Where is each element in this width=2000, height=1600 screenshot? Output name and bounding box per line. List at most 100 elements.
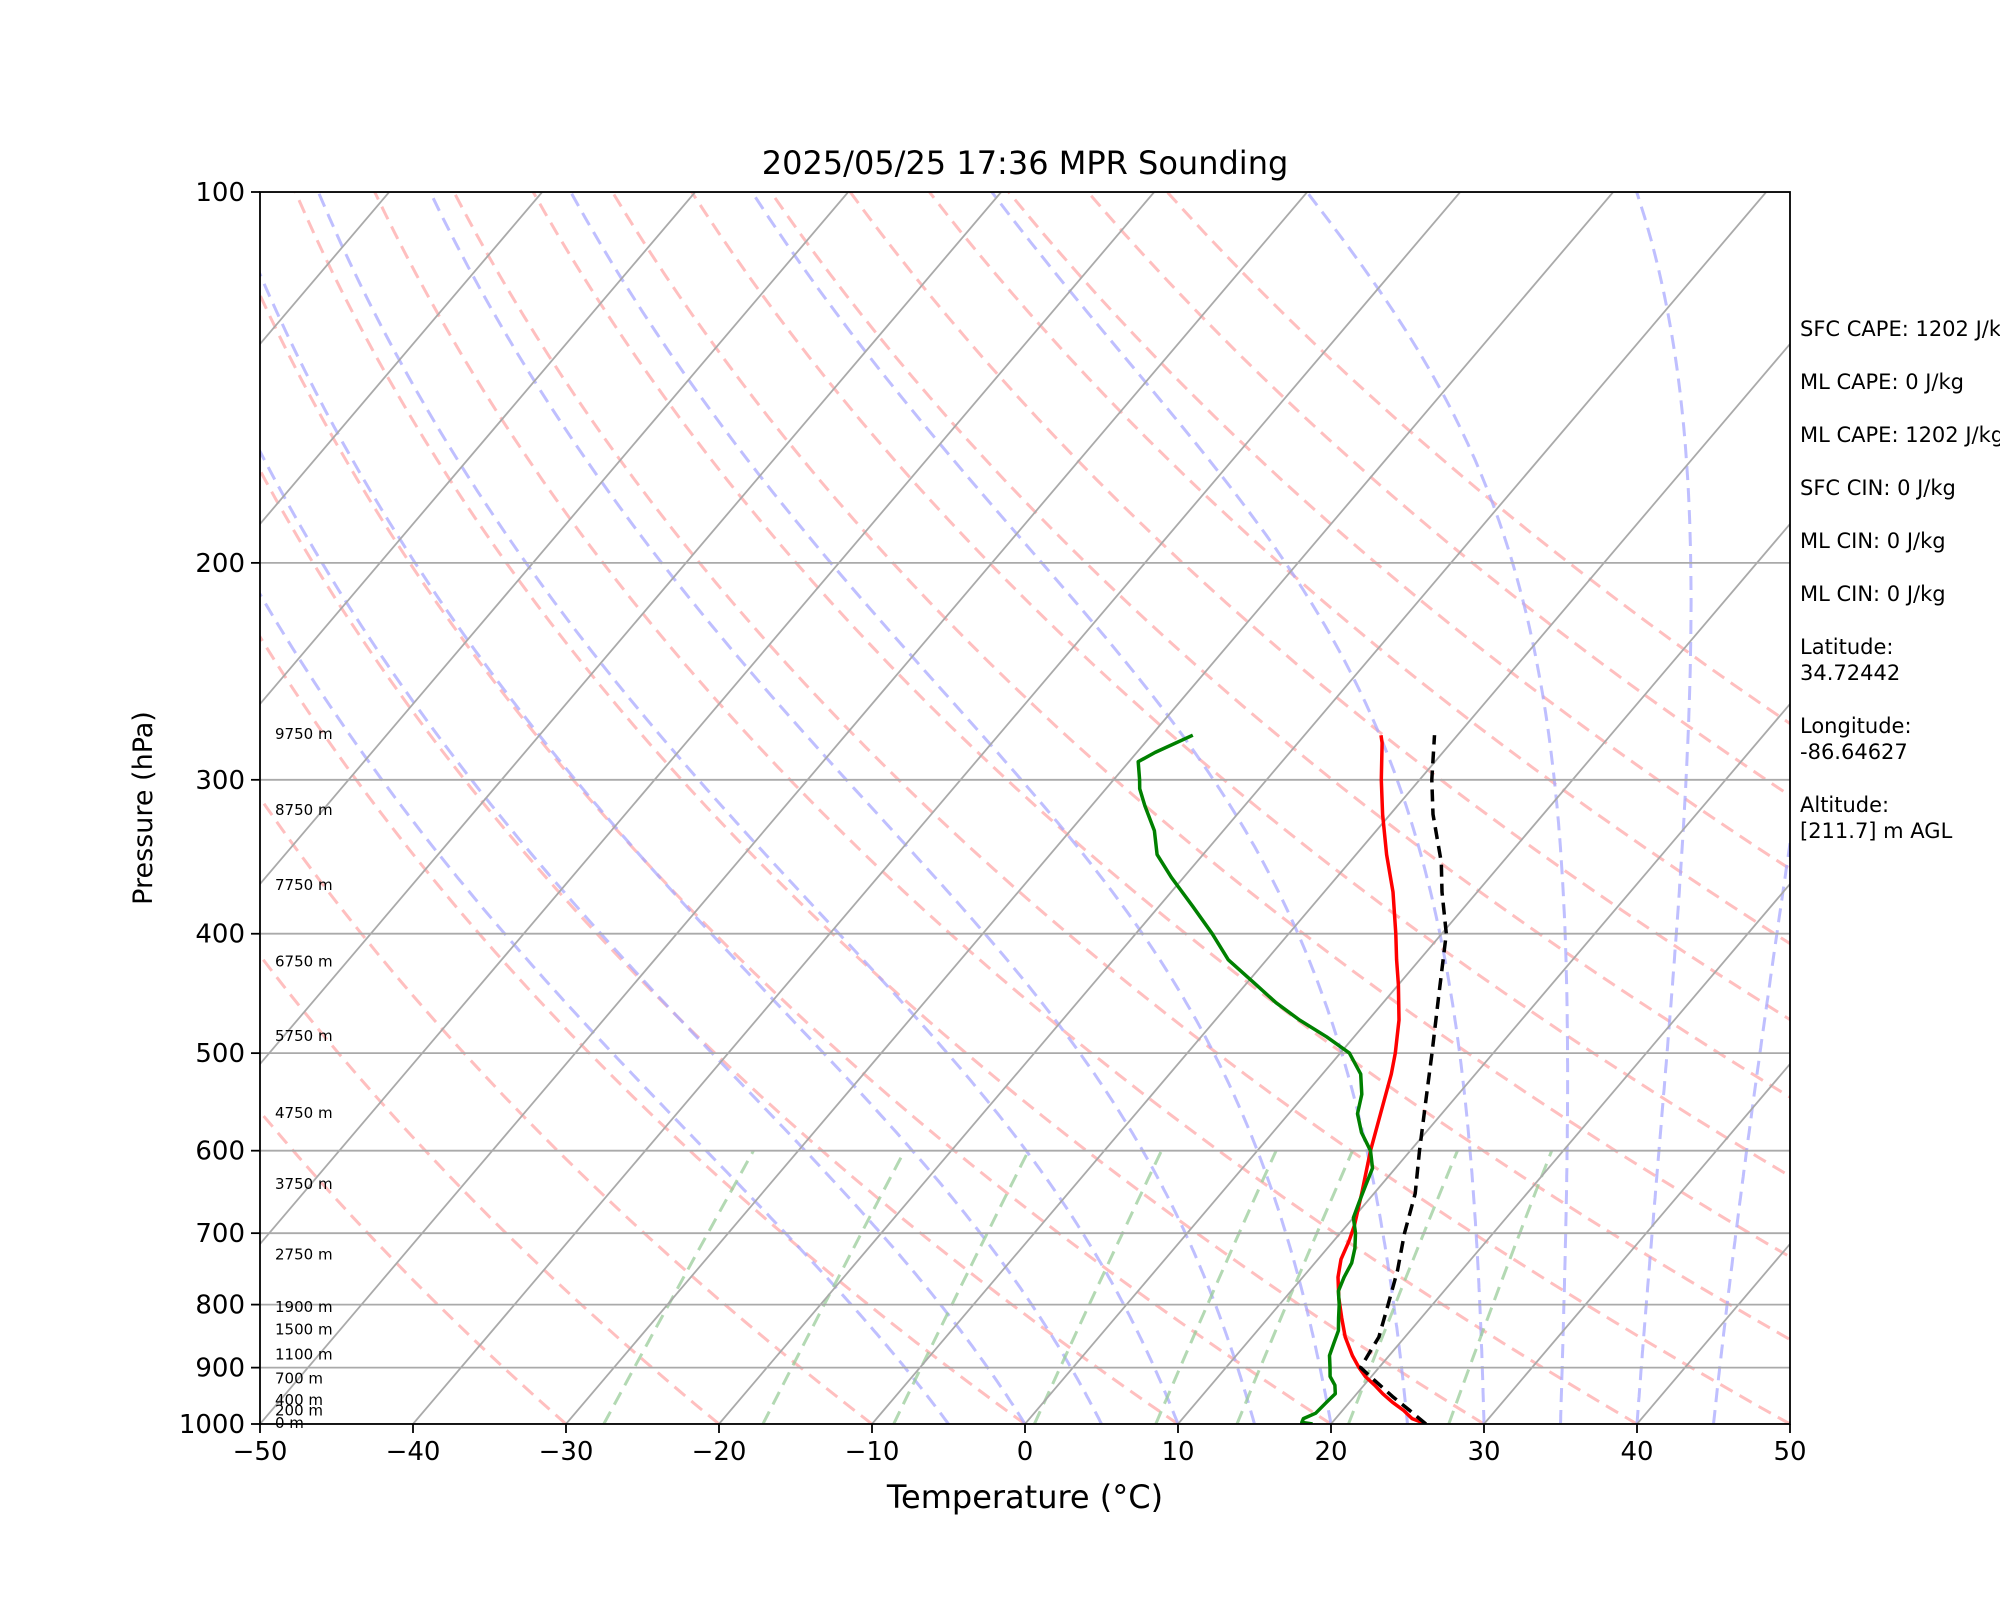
sounding-parameter-item: Longitude: -86.64627 [1800,713,1912,765]
chart-title: 2025/05/25 17:36 MPR Sounding [762,144,1289,182]
isotherm-line [412,192,1461,1424]
y-tick-label: 600 [195,1137,245,1167]
y-tick-label: 900 [195,1354,245,1384]
moist-adiabat-line [316,192,1180,1424]
dry-adiabat-line [1007,192,1790,871]
height-label: 2750 m [275,1246,333,1264]
y-tick-label: 700 [195,1219,245,1249]
dry-adiabat-line [928,192,1790,946]
mixing-ratio-line [1235,1150,1354,1424]
height-label: 400 m [275,1391,323,1409]
sounding-parameter-item: ML CAPE: 1202 J/kg [1800,422,2000,448]
height-label: 4750 m [275,1104,333,1122]
dry-adiabat-line [260,953,720,1424]
isotherm-line [1330,882,1790,1424]
dry-adiabat-line [373,192,1638,1424]
height-label: 5750 m [275,1027,333,1045]
dry-adiabat-line [260,291,1332,1424]
height-label: 3750 m [275,1175,333,1193]
x-tick-label: 30 [1467,1437,1500,1467]
x-tick-label: 50 [1773,1437,1806,1467]
axes: −50 −40 −30 −20 −10 0 10 20 30 40 50 100 200 300 400 50… [179,178,1807,1467]
x-tick-label: −10 [845,1437,900,1467]
mixing-ratio-line [892,1150,1030,1424]
height-label: 6750 m [275,952,333,970]
x-tick-label: 10 [1161,1437,1194,1467]
isotherm-line [260,192,543,526]
sounding-parameter-item: ML CIN: 0 J/kg [1800,528,1946,554]
x-axis-label: Temperature (°C) [886,1478,1163,1516]
y-tick-label: 1000 [179,1410,245,1440]
dry-adiabat-line [611,192,1790,1259]
sounding-parameter-item: SFC CAPE: 1202 J/kg [1800,316,2000,342]
dry-adiabat-line [848,192,1790,1022]
sounding-parameter-text: -86.64627 [1800,740,1908,764]
mixing-ratio-line [1447,1150,1554,1424]
moist-adiabat-line [1305,192,1570,1424]
y-tick-label: 100 [195,178,245,208]
moist-adiabat-line [260,270,1103,1424]
dry-adiabat-line [1166,192,1790,726]
sounding-parameter-item: Latitude: 34.72442 [1800,634,1900,686]
isotherm-line [260,192,849,886]
y-tick-label: 500 [195,1039,245,1069]
sounding-parameter-text: ML CAPE: 0 J/kg [1800,370,1965,394]
sounding-parameter-text: ML CIN: 0 J/kg [1800,582,1946,606]
sounding-profiles [1136,733,1449,1424]
moist-adiabat-line [990,192,1486,1424]
isotherm-line [871,342,1790,1424]
dry-adiabat-line [452,192,1790,1424]
y-tick-label: 200 [195,549,245,579]
sounding-parameter-text: SFC CIN: 0 J/kg [1800,476,1956,500]
height-label: 700 m [275,1369,323,1387]
background-lines [0,192,1790,1424]
sounding-parameter-text: Longitude: [1800,714,1912,738]
moist-adiabat-line [1635,192,1693,1424]
height-label: 200 m [275,1402,323,1420]
x-tick-label: −40 [386,1437,441,1467]
moist-adiabat-line [260,591,950,1424]
plot-frame [259,191,1791,1425]
sounding-parameter-text: ML CAPE: 1202 J/kg [1800,423,2000,447]
dewpoint-profile-line [1136,733,1375,1424]
dry-adiabat-line [260,795,873,1424]
sounding-parameter-item: ML CAPE: 0 J/kg [1800,369,1964,395]
mixing-ratio-line [1033,1150,1163,1424]
sounding-parameter-text: SFC CAPE: 1202 J/kg [1800,317,2000,341]
height-label: 7750 m [275,876,333,894]
y-tick-label: 300 [195,766,245,796]
mixing-ratio-line [1154,1150,1278,1424]
isotherm-line [0,192,83,1424]
dry-adiabat-line [260,1109,567,1424]
x-tick-label: 40 [1620,1437,1653,1467]
sounding-parameter-text: 34.72442 [1800,661,1901,685]
isotherm-line [718,192,1767,1424]
y-tick-label: 800 [195,1291,245,1321]
isotherm-line [260,192,1155,1246]
dry-adiabat-line [531,192,1790,1342]
dry-adiabat-line [769,192,1790,1099]
mixing-ratio-line [602,1149,755,1424]
sounding-parameters-panel: SFC CAPE: 1202 J/kg ML CAPE: 0 J/kg ML CAP… [1800,316,2000,881]
height-label: 1900 m [275,1298,333,1316]
dry-adiabat-line [294,192,1485,1424]
moist-adiabat-line [428,192,1256,1424]
height-label: 1100 m [275,1346,333,1364]
sounding-parameter-text: Latitude: [1800,635,1894,659]
sounding-parameter-text: [211.7] m AGL [1800,819,1953,843]
sounding-parameter-item: Altitude: [211.7] m AGL [1800,792,1952,844]
x-tick-label: 20 [1314,1437,1347,1467]
isotherm-line [260,192,696,706]
height-label: 9750 m [275,725,333,743]
sounding-parameter-text: ML CIN: 0 J/kg [1800,529,1946,553]
dry-adiabat-line [260,467,1179,1424]
x-tick-label: −30 [539,1437,594,1467]
mixing-ratio-line [761,1149,906,1424]
x-tick-label: −20 [692,1437,747,1467]
x-tick-label: −50 [233,1437,288,1467]
sounding-parameter-item: SFC CIN: 0 J/kg [1800,475,1956,501]
parcel-profile-line [1358,735,1449,1424]
isotherm-line [260,192,1308,1424]
sounding-parameter-text: Altitude: [1800,793,1890,817]
